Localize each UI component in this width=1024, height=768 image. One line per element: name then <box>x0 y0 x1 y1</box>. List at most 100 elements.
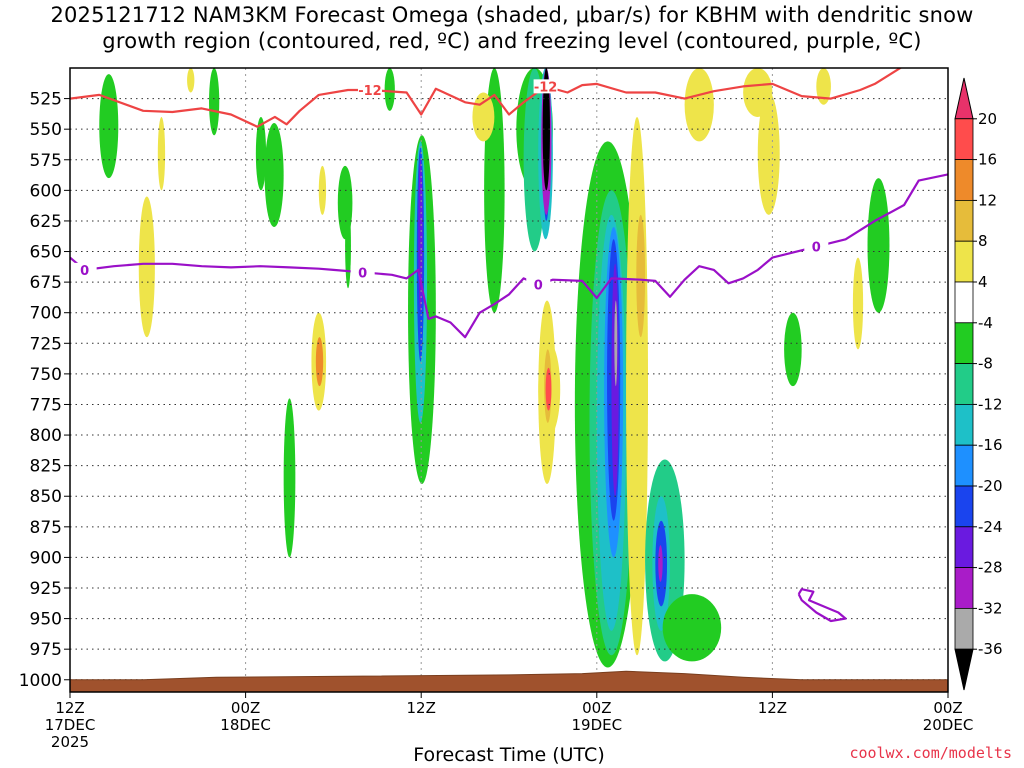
y-tick-label: 725 <box>30 334 62 354</box>
y-tick-label: 900 <box>30 548 62 568</box>
colorbar-label: 20 <box>978 110 997 128</box>
omega-region <box>816 68 831 105</box>
x-tick-label: 20DEC <box>923 716 974 734</box>
y-tick-label: 925 <box>30 579 62 599</box>
omega-region <box>318 165 327 215</box>
colorbar-label: -36 <box>978 640 1003 658</box>
colorbar-segment <box>954 363 974 405</box>
y-tick-label: 600 <box>30 181 62 201</box>
colorbar-segment <box>954 322 974 364</box>
omega-region <box>757 92 780 215</box>
contour-label: 0 <box>812 241 821 256</box>
y-tick-label: 800 <box>30 426 62 446</box>
contour-label-bg <box>72 262 97 277</box>
colorbar-segment <box>954 281 974 324</box>
x-axis-title: Forecast Time (UTC) <box>413 744 605 766</box>
colorbar-label: -24 <box>978 518 1003 536</box>
contour-line <box>70 173 948 339</box>
contour-label: -12 <box>534 80 558 95</box>
colorbar-label: -8 <box>978 355 993 373</box>
plot-border <box>69 67 949 693</box>
omega-region <box>99 74 119 179</box>
y-tick-label: 825 <box>30 457 62 477</box>
contour-label: -12 <box>358 84 382 99</box>
x-tick-label: 00Z <box>582 699 611 717</box>
omega-region <box>636 214 646 338</box>
contour-label-bg <box>804 239 829 254</box>
colorbar-segment <box>954 403 974 446</box>
omega-region <box>626 116 649 656</box>
colorbar-segment <box>954 77 974 120</box>
x-tick-label: 18DEC <box>220 716 271 734</box>
colorbar-segment <box>954 118 974 161</box>
x-tick-label: 00Z <box>231 699 260 717</box>
colorbar-label: 12 <box>978 191 997 209</box>
colorbar-segment <box>954 567 974 609</box>
x-tick-label: 12Z <box>758 699 787 717</box>
y-tick-label: 625 <box>30 212 62 232</box>
omega-region <box>545 367 552 411</box>
omega-region <box>187 68 195 93</box>
colorbar-label: 8 <box>978 232 988 250</box>
y-tick-label: 550 <box>30 120 62 140</box>
omega-region <box>283 398 296 558</box>
colorbar-segment <box>954 444 974 487</box>
terrain-fill <box>69 670 949 693</box>
omega-region <box>662 594 722 662</box>
contour-line <box>797 588 847 623</box>
colorbar-label: -28 <box>978 559 1003 577</box>
contour-label-bg <box>526 277 551 292</box>
y-tick-label: 875 <box>30 518 62 538</box>
x-tick-label: 00Z <box>933 699 962 717</box>
y-tick-label: 650 <box>30 243 62 263</box>
colorbar-segment <box>954 526 974 568</box>
contour-label-bg <box>350 265 375 280</box>
y-axis-ticks: 525 550 575 600 625 650 675 700 725 750 775 800 825 8… <box>19 90 70 691</box>
contour-label: 0 <box>534 279 543 294</box>
colorbar-segment <box>954 240 974 283</box>
colorbar-segment <box>954 485 974 528</box>
colorbar-segment <box>954 608 974 650</box>
y-tick-label: 750 <box>30 365 62 385</box>
colorbar: 20 16 12 8 4 -4 -8 -12 -16 -20 -24 -28 -32 -36 <box>954 77 1003 691</box>
omega-region <box>384 68 395 111</box>
omega-region <box>867 178 890 313</box>
omega-region <box>264 123 284 228</box>
x-tick-label: 2025 <box>51 733 89 751</box>
omega-region <box>315 337 324 387</box>
contour-line <box>70 68 903 128</box>
chart-title-line-2: growth region (contoured, red, ºC) and f… <box>102 29 922 53</box>
contour-label-bg <box>357 83 382 98</box>
omega-region <box>157 116 166 191</box>
plot-area <box>70 68 948 692</box>
omega-region <box>209 68 220 136</box>
omega-region <box>472 92 495 142</box>
y-tick-label: 700 <box>30 304 62 324</box>
y-tick-label: 575 <box>30 151 62 171</box>
contour-label: 0 <box>80 264 89 279</box>
omega-shading <box>99 68 890 668</box>
contours: -12 -12 0 0 0 0 <box>70 68 948 623</box>
plot-background <box>70 68 948 692</box>
colorbar-segment <box>954 199 974 242</box>
y-tick-label: 525 <box>30 90 62 110</box>
y-tick-label: 775 <box>30 395 62 415</box>
colorbar-label: -16 <box>978 436 1003 454</box>
omega-region <box>684 68 714 142</box>
terrain <box>69 670 949 693</box>
omega-region <box>852 257 864 350</box>
colorbar-segment <box>954 648 974 691</box>
plot-frame <box>69 67 949 693</box>
x-tick-label: 19DEC <box>572 716 623 734</box>
colorbar-label: -12 <box>978 395 1003 413</box>
omega-region <box>138 196 155 338</box>
y-tick-label: 950 <box>30 610 62 630</box>
colorbar-label: 4 <box>978 273 988 291</box>
colorbar-segment <box>954 159 974 201</box>
chart-title-line-1: 2025121712 NAM3KM Forecast Omega (shaded… <box>50 3 974 27</box>
omega-region <box>658 545 663 582</box>
contour-label-bg <box>533 79 558 94</box>
colorbar-label: 16 <box>978 151 997 169</box>
